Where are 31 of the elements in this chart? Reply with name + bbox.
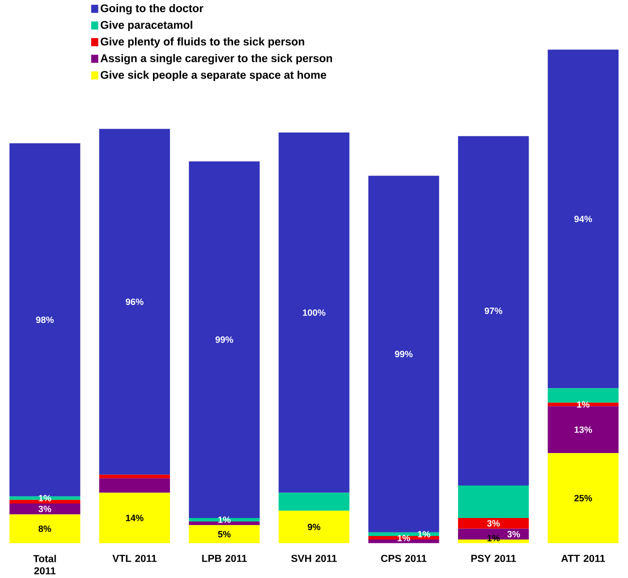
data-label: 3% [38,506,52,512]
data-label: 3% [487,520,500,527]
data-label: 96% [126,298,144,306]
x-tick-label: ATT 2011 [561,554,605,562]
x-tick-label: PSY 2011 [471,554,516,562]
data-label: 14% [126,514,144,522]
data-label: 3% [507,531,520,538]
data-label: 1% [38,495,52,502]
x-tick-label: SVH 2011 [291,554,337,562]
data-label: 98% [36,316,54,324]
x-tick-label: LPB 2011 [202,554,247,562]
legend-label: Assign a single caregiver to the sick person [100,54,332,65]
x-tick-label: CPS 2011 [381,554,426,562]
legend-label: Going to the doctor [100,4,204,15]
data-label: 94% [574,216,592,222]
x-tick-label: Total 2011 [33,554,56,574]
data-label: 1% [398,535,410,542]
data-label: 5% [218,531,231,538]
data-label: 13% [574,426,592,434]
legend-label: Give plenty of fluids to the sick person [100,37,304,48]
data-label: 99% [394,350,413,358]
x-tick-label: VTL 2011 [112,554,157,562]
data-label: 9% [308,524,320,530]
legend-label: Give sick people a separate space at home [100,70,326,82]
data-label: 25% [574,495,592,502]
legend-label: Give paracetamol [100,20,192,32]
data-label: 97% [484,308,502,314]
data-label: 1% [577,401,590,408]
data-label: 99% [216,336,234,343]
data-label: 8% [38,526,52,532]
data-label: 100% [302,310,326,316]
